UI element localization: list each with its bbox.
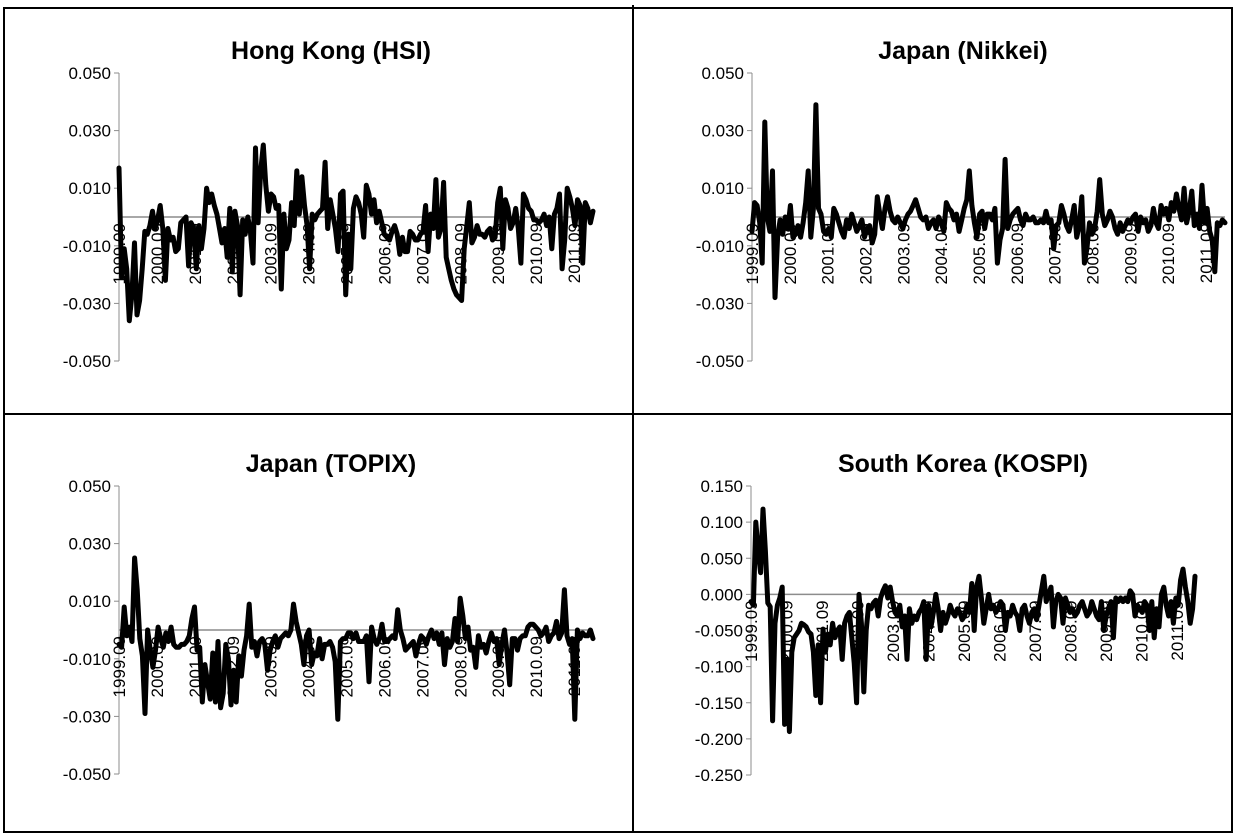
y-tick-label: -0.050: [696, 352, 744, 371]
chart-title: Japan (TOPIX): [246, 450, 416, 478]
y-tick-label: -0.030: [696, 294, 744, 313]
series-line: [116, 142, 596, 324]
y-tick-label: 0.100: [700, 513, 743, 532]
chart-panel-kospi: South Korea (KOSPI) 0.150 0.100 0.050 0.000…: [650, 435, 1239, 795]
y-tick-label: -0.100: [695, 658, 743, 677]
y-tick-label: -0.030: [63, 294, 111, 313]
y-tick-label: -0.010: [63, 650, 111, 669]
y-tick-label: 0.010: [701, 179, 744, 198]
y-tick-label: 0.050: [701, 64, 744, 83]
chart-kospi: South Korea (KOSPI) 0.150 0.100 0.050 0.000…: [695, 450, 1198, 785]
chart-hsi: Hong Kong (HSI) 0.050 0.030 0.010 -0.010 -0.…: [63, 37, 596, 371]
chart-topix: Japan (TOPIX) 0.050 0.030 0.010 -0.010 -0.03…: [63, 450, 596, 784]
y-tick-label: -0.010: [696, 237, 744, 256]
y-tick-label: -0.050: [63, 765, 111, 784]
x-tick-label: 2009.09: [1121, 223, 1140, 284]
x-tick-label: 2010.09: [527, 636, 546, 697]
grid-horizontal-divider: [3, 413, 1233, 415]
y-tick-label: -0.010: [63, 237, 111, 256]
y-tick-label: 0.010: [68, 179, 111, 198]
y-tick-label: -0.030: [63, 707, 111, 726]
x-tick-label: 2010.09: [527, 223, 546, 284]
chart-panel-topix: Japan (TOPIX) 0.050 0.030 0.010 -0.010 -0.03…: [18, 435, 618, 795]
y-tick-label: 0.030: [68, 122, 111, 141]
chart-panel-hsi: Hong Kong (HSI) 0.050 0.030 0.010 -0.010 -0.…: [18, 22, 618, 382]
y-tick-label: 0.030: [68, 535, 111, 554]
y-tick-label: -0.250: [695, 766, 743, 785]
x-tick-label: 2003.09: [262, 223, 281, 284]
y-tick-label: -0.050: [695, 622, 743, 641]
y-tick-label: 0.150: [700, 477, 743, 496]
chart-title: Japan (Nikkei): [878, 37, 1048, 65]
y-tick-label: 0.050: [700, 549, 743, 568]
x-tick-label: 2006.09: [375, 636, 394, 697]
chart-title: Hong Kong (HSI): [231, 37, 431, 65]
y-tick-label: 0.000: [700, 585, 743, 604]
x-tick-label: 2010.09: [1159, 223, 1178, 284]
y-tick-label: 0.010: [68, 592, 111, 611]
x-tick-label: 2008.09: [451, 636, 470, 697]
chart-nikkei: Japan (Nikkei) 0.050 0.030 0.010 -0.010 -0.0…: [696, 37, 1228, 371]
x-tick-label: 2004.09: [932, 223, 951, 284]
series-line: [116, 555, 596, 722]
y-tick-label: 0.030: [701, 122, 744, 141]
x-tick-label: 2003.09: [894, 223, 913, 284]
x-tick-label: 2006.09: [1008, 223, 1027, 284]
y-tick-label: 0.050: [68, 64, 111, 83]
x-tick-label: 1999.09: [743, 223, 762, 284]
x-tick-label: 1999.09: [110, 636, 129, 697]
grid-vertical-divider: [632, 5, 634, 833]
series-line: [749, 102, 1228, 301]
x-tick-label: 1999.09: [742, 600, 761, 661]
chart-panel-nikkei: Japan (Nikkei) 0.050 0.030 0.010 -0.010 -0.0…: [650, 22, 1239, 382]
y-tick-label: -0.150: [695, 694, 743, 713]
series-line: [748, 506, 1198, 735]
chart-title: South Korea (KOSPI): [838, 450, 1088, 478]
y-tick-label: -0.200: [695, 730, 743, 749]
y-tick-label: -0.050: [63, 352, 111, 371]
chart-grid-frame: [3, 7, 1233, 833]
y-tick-label: 0.050: [68, 477, 111, 496]
